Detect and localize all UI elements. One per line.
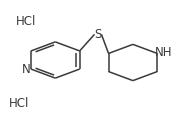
Text: S: S (94, 28, 102, 41)
Text: N: N (22, 62, 31, 76)
Text: HCl: HCl (16, 15, 36, 28)
Text: HCl: HCl (9, 97, 30, 110)
Text: NH: NH (155, 46, 172, 59)
